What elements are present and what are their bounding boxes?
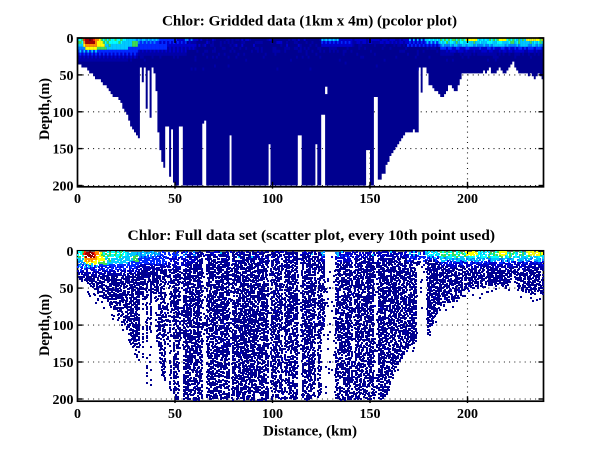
svg-text:200: 200 — [53, 180, 74, 195]
svg-text:0: 0 — [67, 32, 74, 47]
svg-text:150: 150 — [359, 407, 380, 422]
svg-text:Depth,(m): Depth,(m) — [37, 294, 53, 356]
svg-text:Chlor: Gridded data (1km x 4m): Chlor: Gridded data (1km x 4m) (pcolor p… — [162, 14, 457, 30]
svg-text:0: 0 — [74, 192, 81, 207]
svg-text:100: 100 — [53, 106, 74, 121]
svg-text:0: 0 — [67, 245, 74, 260]
svg-text:Chlor: Full data set (scatter: Chlor: Full data set (scatter plot, ever… — [128, 228, 496, 244]
svg-text:Depth,(m): Depth,(m) — [37, 78, 53, 140]
svg-text:200: 200 — [457, 407, 478, 422]
svg-text:150: 150 — [359, 192, 380, 207]
svg-text:150: 150 — [53, 143, 74, 158]
svg-text:0: 0 — [74, 407, 81, 422]
svg-text:200: 200 — [457, 192, 478, 207]
svg-text:50: 50 — [60, 69, 74, 84]
svg-text:100: 100 — [262, 192, 283, 207]
svg-text:Distance, (km): Distance, (km) — [263, 424, 357, 440]
svg-text:100: 100 — [262, 407, 283, 422]
svg-text:200: 200 — [53, 393, 74, 408]
svg-text:50: 50 — [168, 407, 182, 422]
svg-text:150: 150 — [53, 356, 74, 371]
svg-text:50: 50 — [60, 282, 74, 297]
svg-text:100: 100 — [53, 319, 74, 334]
svg-text:50: 50 — [168, 192, 182, 207]
